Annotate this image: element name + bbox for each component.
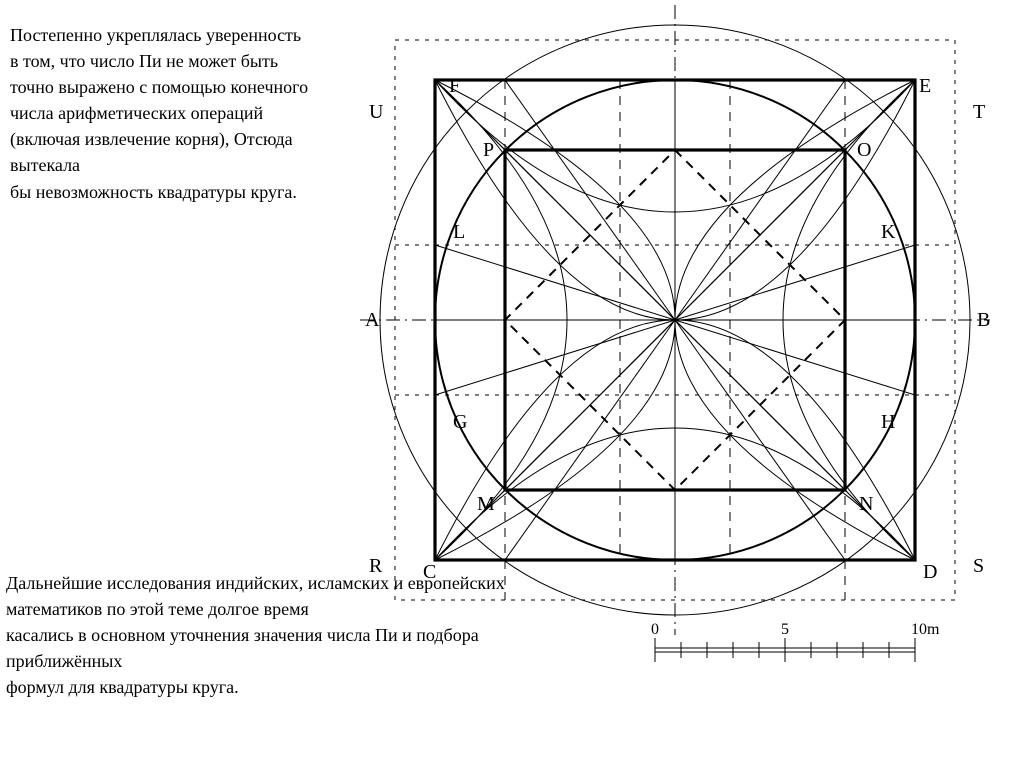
svg-text:H: H [881,411,895,433]
svg-text:O: O [857,139,871,161]
svg-text:B: B [977,309,990,331]
svg-text:5: 5 [781,621,789,638]
paragraph-top: Постепенно укреплялась уверенность в том… [10,22,310,205]
svg-text:10m: 10m [911,621,940,638]
svg-text:N: N [859,493,873,515]
geometry-diagram: A B C D E F U T R S P O M N L K G H 0 5 10m [325,0,1024,700]
svg-text:E: E [919,75,931,97]
svg-text:A: A [365,309,380,331]
svg-text:T: T [973,101,985,123]
svg-text:R: R [369,555,383,577]
svg-text:0: 0 [651,621,659,638]
svg-text:F: F [449,75,460,97]
svg-text:G: G [453,411,467,433]
svg-text:K: K [881,221,896,243]
svg-text:U: U [369,101,384,123]
svg-text:P: P [483,139,494,161]
svg-text:S: S [973,555,984,577]
svg-text:C: C [423,561,436,583]
page: Постепенно укреплялась уверенность в том… [0,0,1024,767]
diagram-svg: A B C D E F U T R S P O M N L K G H 0 5 10m [325,0,1024,700]
svg-text:M: M [477,493,495,515]
svg-text:L: L [453,221,465,243]
svg-text:D: D [923,561,937,583]
